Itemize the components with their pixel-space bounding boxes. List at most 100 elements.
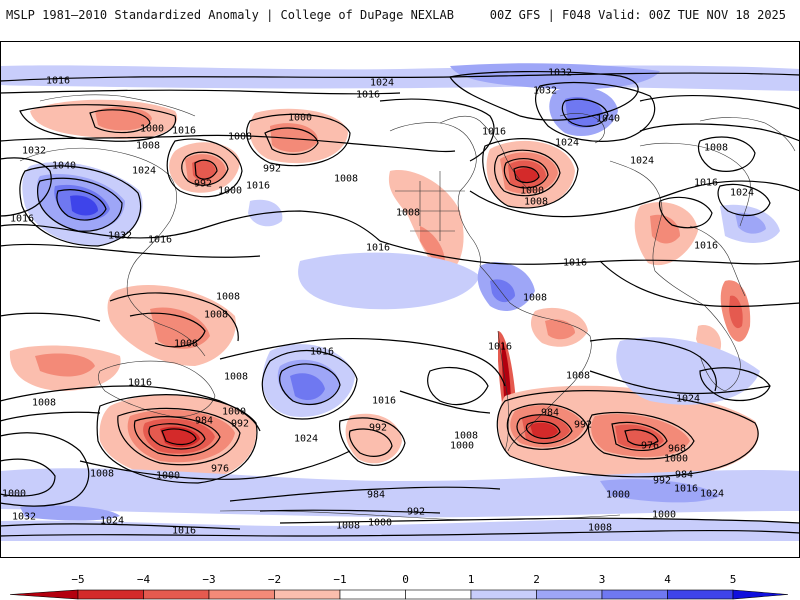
colorbar-tick-label: 4 bbox=[664, 573, 671, 586]
isobar-label: 1016 bbox=[372, 396, 396, 407]
isobar-label: 1008 bbox=[334, 174, 358, 185]
map-title: MSLP 1981–2010 Standardized Anomaly | Co… bbox=[6, 8, 454, 22]
isobar-label: 1008 bbox=[336, 521, 360, 532]
isobar-label: 1024 bbox=[730, 188, 754, 199]
colorbar-swatch bbox=[470, 589, 537, 600]
isobar-label: 1000 bbox=[652, 510, 676, 521]
isobar-label: 1032 bbox=[108, 231, 132, 242]
isobar-label: 992 bbox=[263, 164, 281, 175]
isobar-label: 1000 bbox=[606, 490, 630, 501]
isobar-label: 1000 bbox=[218, 186, 242, 197]
isobar-label: 1024 bbox=[676, 394, 700, 405]
isobar-label: 984 bbox=[195, 416, 213, 427]
isobar-label: 1008 bbox=[32, 398, 56, 409]
isobar-label: 1000 bbox=[664, 454, 688, 465]
colorbar-legend: −5 −4 −3 −2 −1 0 1 2 3 4 5 bbox=[9, 573, 789, 600]
isobar-label: 1024 bbox=[700, 489, 724, 500]
isobar-label: 1016 bbox=[148, 235, 172, 246]
isobar-label: 992 bbox=[194, 179, 212, 190]
coastlines bbox=[19, 94, 796, 521]
isobar-label: 1000 bbox=[520, 186, 544, 197]
isobar-label: 1040 bbox=[596, 114, 620, 125]
colorbar-swatch bbox=[9, 589, 79, 600]
isobar-label: 1016 bbox=[694, 241, 718, 252]
isobar-label: 1008 bbox=[524, 197, 548, 208]
positive-anomaly-shading bbox=[0, 63, 800, 541]
isobar-label: 992 bbox=[369, 423, 387, 434]
colorbar-labels: −5 −4 −3 −2 −1 0 1 2 3 4 5 bbox=[71, 573, 736, 586]
isobar-label: 1008 bbox=[523, 293, 547, 304]
isobar-label: 984 bbox=[541, 408, 559, 419]
isobar-label: 1016 bbox=[694, 178, 718, 189]
colorbar-swatch bbox=[405, 589, 472, 600]
colorbar-swatch bbox=[536, 589, 603, 600]
isobar-label: 1016 bbox=[482, 127, 506, 138]
isobar-label: 1016 bbox=[563, 258, 587, 269]
isobar-label: 1016 bbox=[356, 90, 380, 101]
colorbar-swatches bbox=[9, 589, 789, 600]
colorbar-tick-label: 0 bbox=[402, 573, 409, 586]
isobar-label: 1024 bbox=[132, 166, 156, 177]
colorbar-tick-label: −2 bbox=[268, 573, 281, 586]
map-panel: 1016 1024 1016 1032 1032 1040 1000 1016 … bbox=[0, 41, 800, 558]
colorbar-swatch bbox=[77, 589, 144, 600]
isobar-label: 1008 bbox=[136, 141, 160, 152]
isobar-label: 1032 bbox=[533, 86, 557, 97]
header: MSLP 1981–2010 Standardized Anomaly | Co… bbox=[0, 0, 800, 32]
isobar-label: 1032 bbox=[22, 146, 46, 157]
colorbar-tick-label: −5 bbox=[71, 573, 84, 586]
isobar-label: 1008 bbox=[566, 371, 590, 382]
isobar-label: 1008 bbox=[396, 208, 420, 219]
isobar-label: 1000 bbox=[288, 113, 312, 124]
isobar-label: 1008 bbox=[174, 339, 198, 350]
isobar-label: 1008 bbox=[216, 292, 240, 303]
colorbar-swatch bbox=[274, 589, 341, 600]
isobar-label: 976 bbox=[641, 441, 659, 452]
isobar-label: 992 bbox=[407, 507, 425, 518]
isobar-label: 1016 bbox=[310, 347, 334, 358]
colorbar-tick-label: −1 bbox=[333, 573, 346, 586]
isobar-label: 1024 bbox=[630, 156, 654, 167]
isobar-label: 984 bbox=[367, 490, 385, 501]
isobar-label: 1032 bbox=[548, 68, 572, 79]
isobar-label: 1024 bbox=[555, 138, 579, 149]
colorbar-swatch bbox=[667, 589, 734, 600]
isobar-label: 1016 bbox=[128, 378, 152, 389]
isobar-label: 1016 bbox=[674, 484, 698, 495]
isobar-label: 1008 bbox=[204, 310, 228, 321]
isobar-label: 1008 bbox=[224, 372, 248, 383]
isobar-label: 1040 bbox=[52, 161, 76, 172]
isobar-label: 1016 bbox=[366, 243, 390, 254]
isobar-label: 968 bbox=[668, 444, 686, 455]
colorbar-swatch bbox=[143, 589, 210, 600]
colorbar-swatch bbox=[208, 589, 275, 600]
model-run-info: 00Z GFS | F048 Valid: 00Z TUE NOV 18 202… bbox=[489, 8, 786, 22]
isobar-label: 1032 bbox=[12, 512, 36, 523]
colorbar-tick-label: 2 bbox=[533, 573, 540, 586]
isobar-label: 1000 bbox=[450, 441, 474, 452]
isobar-label: 1008 bbox=[588, 523, 612, 534]
isobar-label: 1000 bbox=[2, 489, 26, 500]
colorbar-tick-label: 5 bbox=[730, 573, 737, 586]
isobar-label: 1024 bbox=[100, 516, 124, 527]
isobar-label: 1000 bbox=[222, 407, 246, 418]
isobar-label: 992 bbox=[574, 420, 592, 431]
colorbar-tick-label: −3 bbox=[202, 573, 215, 586]
colorbar-tick-label: 1 bbox=[468, 573, 475, 586]
colorbar-swatch bbox=[601, 589, 668, 600]
isobar-lines bbox=[0, 70, 800, 537]
isobar-label: 1000 bbox=[140, 124, 164, 135]
colorbar-swatch bbox=[732, 589, 789, 600]
isobar-label: 1000 bbox=[368, 518, 392, 529]
isobar-label: 1008 bbox=[454, 431, 478, 442]
isobar-label: 992 bbox=[653, 476, 671, 487]
isobar-label: 1008 bbox=[704, 143, 728, 154]
isobar-label: 1008 bbox=[90, 469, 114, 480]
isobar-label: 1016 bbox=[172, 526, 196, 537]
isobar-label: 976 bbox=[211, 464, 229, 475]
isobar-label: 992 bbox=[231, 419, 249, 430]
isobar-label: 1016 bbox=[10, 214, 34, 225]
isobar-label: 1024 bbox=[370, 78, 394, 89]
isobar-label: 1016 bbox=[246, 181, 270, 192]
isobar-label: 1000 bbox=[156, 471, 180, 482]
